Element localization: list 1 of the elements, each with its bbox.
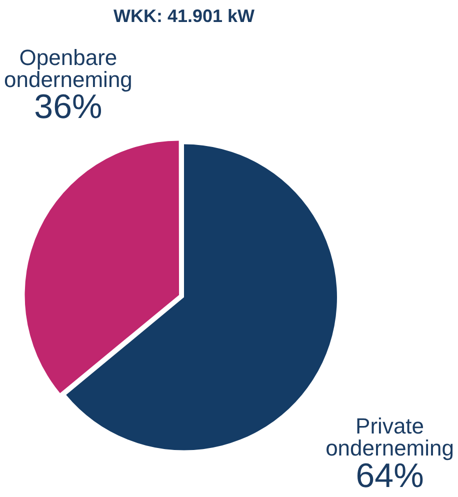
chart-title: WKK: 41.901 kW: [113, 6, 255, 26]
